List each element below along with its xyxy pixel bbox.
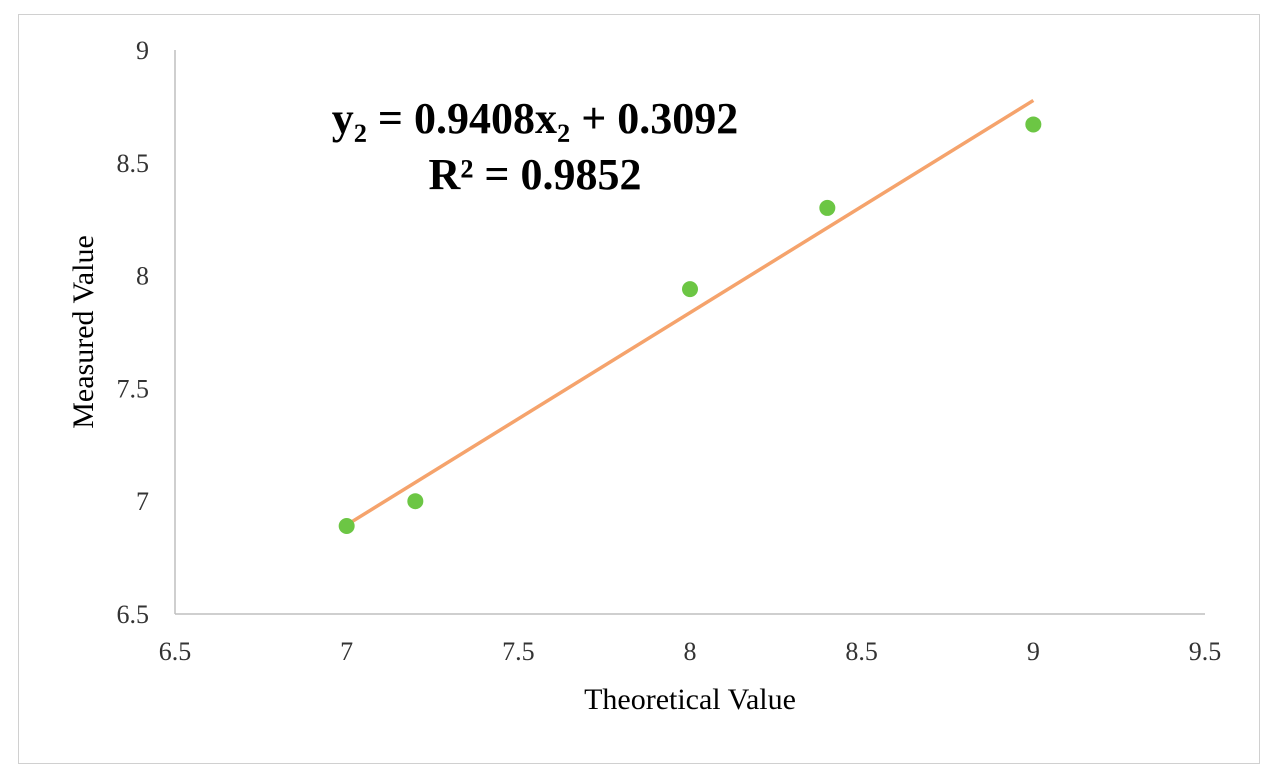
data-point: [407, 493, 424, 510]
x-tick-label: 9.5: [1189, 637, 1222, 666]
y-tick-label: 6.5: [117, 600, 150, 629]
data-point: [1025, 116, 1042, 133]
x-tick-label: 9: [1027, 637, 1040, 666]
y-axis-title: Measured Value: [67, 235, 100, 429]
x-tick-label: 7: [340, 637, 353, 666]
x-tick-label: 8: [684, 637, 697, 666]
x-tick-label: 7.5: [502, 637, 535, 666]
y-tick-label: 7: [136, 487, 149, 516]
data-point: [819, 199, 836, 216]
data-point: [682, 281, 698, 298]
x-axis-title: Theoretical Value: [584, 683, 796, 716]
x-tick-label: 8.5: [845, 637, 878, 666]
trendline: [345, 98, 1035, 527]
data-point: [338, 518, 355, 535]
y-tick-label: 8: [136, 262, 149, 291]
y-tick-label: 8.5: [117, 149, 150, 178]
y-tick-label: 9: [136, 36, 149, 65]
x-tick-label: 6.5: [159, 637, 192, 666]
chart-frame: [18, 14, 1260, 764]
r-squared-label: R² = 0.9852: [428, 150, 641, 199]
equation-label: y₂ = 0.9408x₂ + 0.3092: [332, 94, 739, 143]
y-tick-label: 7.5: [117, 374, 150, 403]
